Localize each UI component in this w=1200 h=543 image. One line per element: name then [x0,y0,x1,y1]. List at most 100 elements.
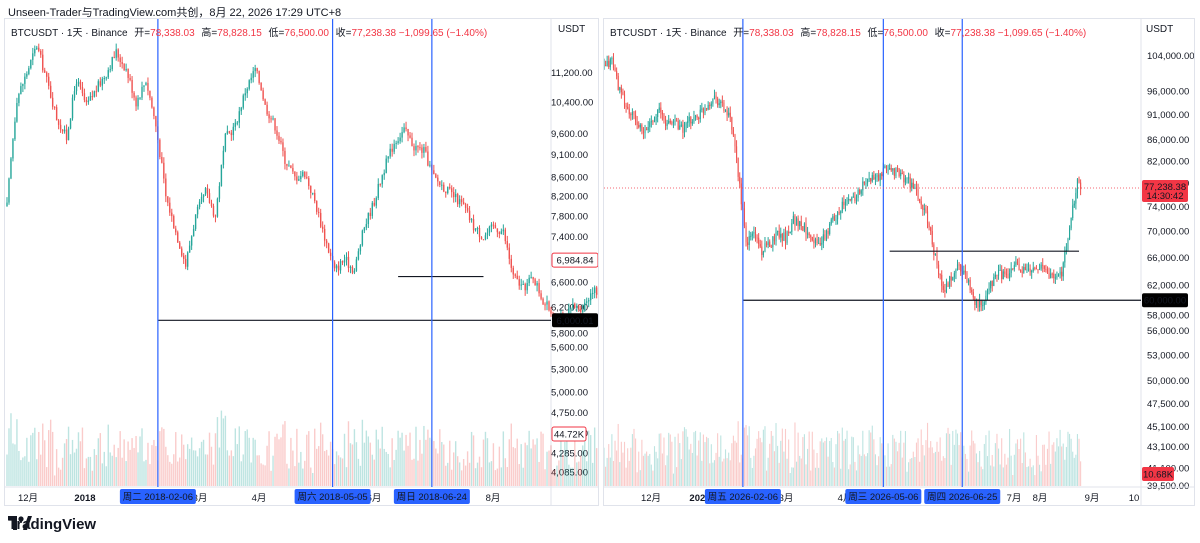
candle-body[interactable] [538,283,540,294]
candle-body[interactable] [642,130,645,134]
candle-body[interactable] [165,178,167,197]
candle-body[interactable] [216,198,219,217]
candle-body[interactable] [437,177,439,182]
candle-body[interactable] [204,188,207,195]
candle-body[interactable] [206,188,209,194]
candle-body[interactable] [623,94,626,106]
candle-body[interactable] [1056,276,1058,278]
candle-body[interactable] [1005,273,1007,275]
candle-body[interactable] [250,77,252,81]
candle-body[interactable] [16,102,18,122]
candle-body[interactable] [990,281,992,289]
candle-body[interactable] [12,139,14,159]
candle-body[interactable] [792,215,794,224]
candle-body[interactable] [1072,205,1074,218]
candle-body[interactable] [343,259,346,263]
candle-body[interactable] [470,219,473,221]
candle-body[interactable] [868,178,870,180]
candle-body[interactable] [795,218,798,226]
candle-body[interactable] [10,158,12,179]
candle-body[interactable] [829,223,831,234]
chart-svg-left[interactable]: 11,200.00 10,400.00 9,600.00 9,100.00 8,600.… [5,19,598,505]
candle-body[interactable] [6,202,8,207]
candle-body[interactable] [464,204,467,208]
candle-body[interactable] [920,201,922,205]
candle-body[interactable] [974,297,976,306]
candle-body[interactable] [767,241,769,245]
candle-body[interactable] [1064,251,1066,263]
candle-body[interactable] [294,171,296,177]
candle-body[interactable] [147,82,149,91]
chart-svg-right[interactable]: 104,000.00 96,000.00 91,000.00 86,000.00 82,… [604,19,1194,505]
candle-body[interactable] [578,305,580,310]
candle-body[interactable] [38,47,40,51]
candle-body[interactable] [805,223,807,235]
candle-body[interactable] [926,211,929,224]
candle-body[interactable] [367,212,370,225]
candle-body[interactable] [135,97,137,107]
candle-body[interactable] [993,277,995,287]
candle-body[interactable] [822,234,824,243]
candle-body[interactable] [574,303,576,308]
candle-body[interactable] [97,81,100,92]
candle-body[interactable] [407,129,409,136]
candle-body[interactable] [262,90,264,100]
candle-body[interactable] [425,147,427,152]
candle-body[interactable] [715,95,717,99]
candle-body[interactable] [224,133,227,151]
candle-body[interactable] [520,284,522,286]
candle-body[interactable] [821,242,823,245]
candle-body[interactable] [963,270,965,274]
candle-body[interactable] [751,233,753,236]
candle-body[interactable] [568,308,570,314]
candle-body[interactable] [220,164,223,187]
candle-body[interactable] [433,170,435,175]
candle-body[interactable] [958,264,960,266]
candle-body[interactable] [669,120,671,123]
candle-body[interactable] [756,237,758,239]
candle-body[interactable] [127,69,129,78]
candle-body[interactable] [24,76,26,84]
candle-body[interactable] [28,68,30,74]
candle-body[interactable] [649,122,651,128]
candle-body[interactable] [318,211,320,213]
candle-body[interactable] [977,299,979,308]
candle-body[interactable] [119,57,121,63]
candle-body[interactable] [504,229,507,242]
candle-body[interactable] [956,264,959,270]
candle-body[interactable] [879,173,881,181]
candle-body[interactable] [280,140,282,143]
candle-body[interactable] [647,127,649,131]
candle-body[interactable] [385,158,387,173]
candle-body[interactable] [712,98,714,104]
candle-body[interactable] [510,258,512,268]
marker-date-badge[interactable] [704,489,781,504]
candle-body[interactable] [393,143,395,152]
candle-body[interactable] [881,173,883,176]
candle-body[interactable] [944,289,946,292]
candle-body[interactable] [83,93,86,100]
candle-body[interactable] [1032,267,1034,271]
candle-body[interactable] [855,197,858,202]
candle-body[interactable] [522,283,524,285]
candle-body[interactable] [666,123,668,126]
candle-body[interactable] [664,119,667,126]
candle-body[interactable] [580,309,582,312]
candle-body[interactable] [933,244,935,255]
candle-body[interactable] [1040,264,1042,269]
candle-body[interactable] [663,114,665,120]
candle-body[interactable] [1046,269,1049,274]
candle-body[interactable] [524,283,526,291]
candle-body[interactable] [387,156,389,159]
candle-body[interactable] [773,236,775,242]
candle-body[interactable] [139,97,141,99]
candle-body[interactable] [816,239,818,244]
candle-body[interactable] [797,218,799,227]
candle-body[interactable] [137,97,139,107]
candle-body[interactable] [353,270,356,273]
candle-body[interactable] [724,110,727,112]
candle-body[interactable] [161,157,163,163]
candle-body[interactable] [240,107,242,112]
candle-body[interactable] [999,269,1001,271]
candle-body[interactable] [212,206,215,216]
